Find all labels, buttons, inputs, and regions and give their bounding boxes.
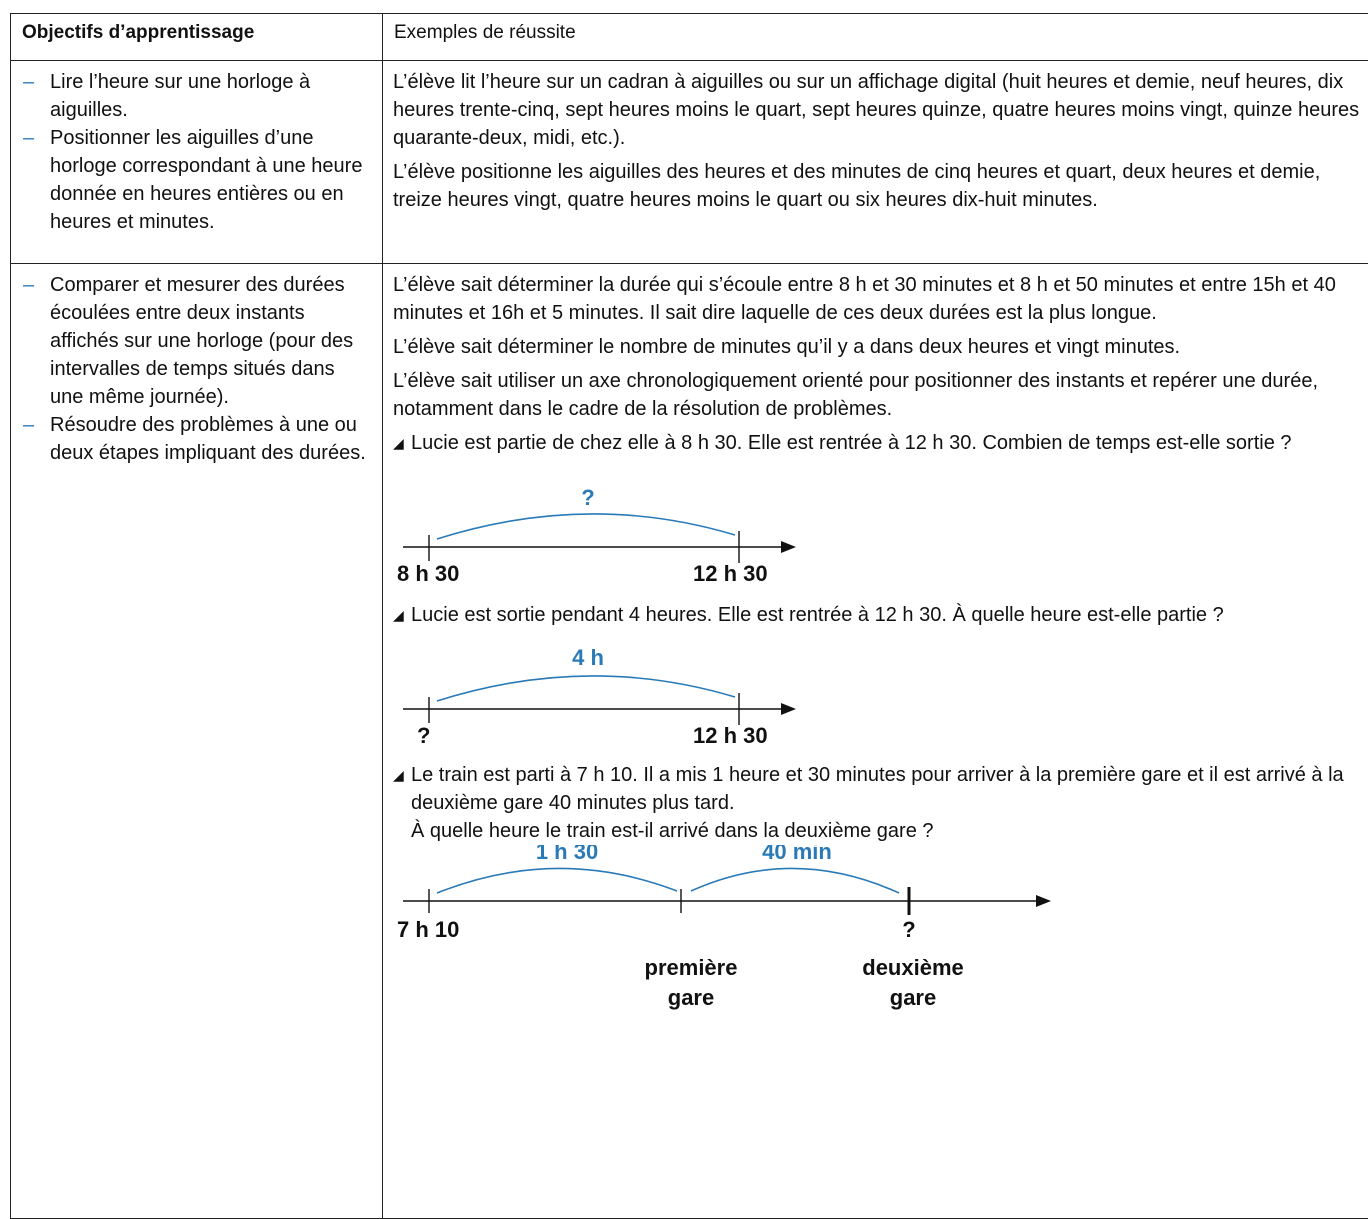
arc-label-2: 40 min: [762, 845, 832, 864]
table-row: –Lire l’heure sur une horloge à aiguille…: [11, 61, 1368, 264]
header-objectives: Objectifs d’apprentissage: [11, 14, 383, 61]
objectives-list: –Comparer et mesurer des durées écoulées…: [11, 264, 382, 467]
list-item: –Comparer et mesurer des durées écoulées…: [23, 271, 372, 411]
dash-bullet: –: [23, 124, 34, 152]
duration-arc-2: [691, 868, 899, 893]
arc-label-1: 1 h 30: [536, 845, 598, 864]
examples-cell: L’élève lit l’heure sur un cadran à aigu…: [383, 61, 1368, 264]
objective-text: Lire l’heure sur une horloge à aiguilles…: [50, 71, 310, 121]
example-paragraph: L’élève sait utiliser un axe chronologiq…: [393, 367, 1364, 423]
example-paragraph: L’élève sait déterminer le nombre de min…: [393, 333, 1364, 361]
dash-bullet: –: [23, 411, 34, 439]
start-time-label: 8 h 30: [397, 561, 459, 586]
arrow-head-icon: [781, 541, 796, 553]
pencil-icon: ◢: [393, 761, 404, 789]
end-question-label: ?: [902, 917, 915, 942]
objective-text: Positionner les aiguilles d’une horloge …: [50, 127, 362, 233]
start-time-label: ?: [417, 723, 430, 748]
header-examples: Exemples de réussite: [383, 14, 1368, 61]
list-item: –Positionner les aiguilles d’une horloge…: [23, 124, 372, 236]
objectives-cell: –Lire l’heure sur une horloge à aiguille…: [11, 61, 383, 264]
problem-statement-1: ◢ Lucie est partie de chez elle à 8 h 30.…: [393, 429, 1364, 457]
timeline-diagram-3: 1 h 30 40 min 7 h 10 ? première gare deu…: [393, 845, 1073, 1015]
objectives-cell: –Comparer et mesurer des durées écoulées…: [11, 264, 383, 1219]
objective-text: Comparer et mesurer des durées écoulées …: [50, 274, 353, 408]
pencil-icon: ◢: [393, 601, 404, 629]
examples-cell: L’élève sait déterminer la durée qui s’é…: [383, 264, 1368, 1219]
list-item: –Résoudre des problèmes à une ou deux ét…: [23, 411, 372, 467]
table-row: –Comparer et mesurer des durées écoulées…: [11, 264, 1368, 1219]
end-time-label: 12 h 30: [693, 561, 768, 586]
example-paragraph: L’élève positionne les aiguilles des heu…: [393, 158, 1364, 214]
problem-question: À quelle heure le train est-il arrivé da…: [393, 817, 1364, 845]
second-station-label: deuxième: [862, 955, 964, 980]
example-paragraph: L’élève sait déterminer la durée qui s’é…: [393, 271, 1364, 327]
problem-text: Lucie est partie de chez elle à 8 h 30. …: [411, 432, 1292, 454]
problem-text: Lucie est sortie pendant 4 heures. Elle …: [411, 604, 1224, 626]
timeline-diagram-1: ? 8 h 30 12 h 30: [393, 463, 813, 593]
problem-text: Le train est parti à 7 h 10. Il a mis 1 …: [411, 764, 1344, 814]
start-time-label: 7 h 10: [397, 917, 459, 942]
table-header-row: Objectifs d’apprentissage Exemples de ré…: [11, 14, 1368, 61]
first-station-label: première: [645, 955, 738, 980]
pencil-icon: ◢: [393, 429, 404, 457]
timeline-diagram-2: 4 h ? 12 h 30: [393, 635, 813, 753]
end-time-label: 12 h 30: [693, 723, 768, 748]
learning-objectives-table: Objectifs d’apprentissage Exemples de ré…: [10, 13, 1368, 1219]
dash-bullet: –: [23, 271, 34, 299]
objectives-list: –Lire l’heure sur une horloge à aiguille…: [11, 61, 382, 236]
example-paragraph: L’élève lit l’heure sur un cadran à aigu…: [393, 68, 1364, 152]
problem-statement-2: ◢ Lucie est sortie pendant 4 heures. Elle…: [393, 601, 1364, 629]
first-station-label-2: gare: [668, 985, 714, 1010]
arrow-head-icon: [781, 703, 796, 715]
list-item: –Lire l’heure sur une horloge à aiguille…: [23, 68, 372, 124]
second-station-label-2: gare: [890, 985, 936, 1010]
problem-statement-3: ◢Le train est parti à 7 h 10. Il a mis 1…: [393, 761, 1364, 817]
arc-label: ?: [581, 485, 594, 510]
duration-arc-1: [437, 868, 677, 893]
objective-text: Résoudre des problèmes à une ou deux éta…: [50, 414, 366, 464]
arc-label: 4 h: [572, 645, 604, 670]
duration-arc: [437, 514, 735, 539]
duration-arc: [437, 676, 735, 701]
arrow-head-icon: [1036, 895, 1051, 907]
dash-bullet: –: [23, 68, 34, 96]
